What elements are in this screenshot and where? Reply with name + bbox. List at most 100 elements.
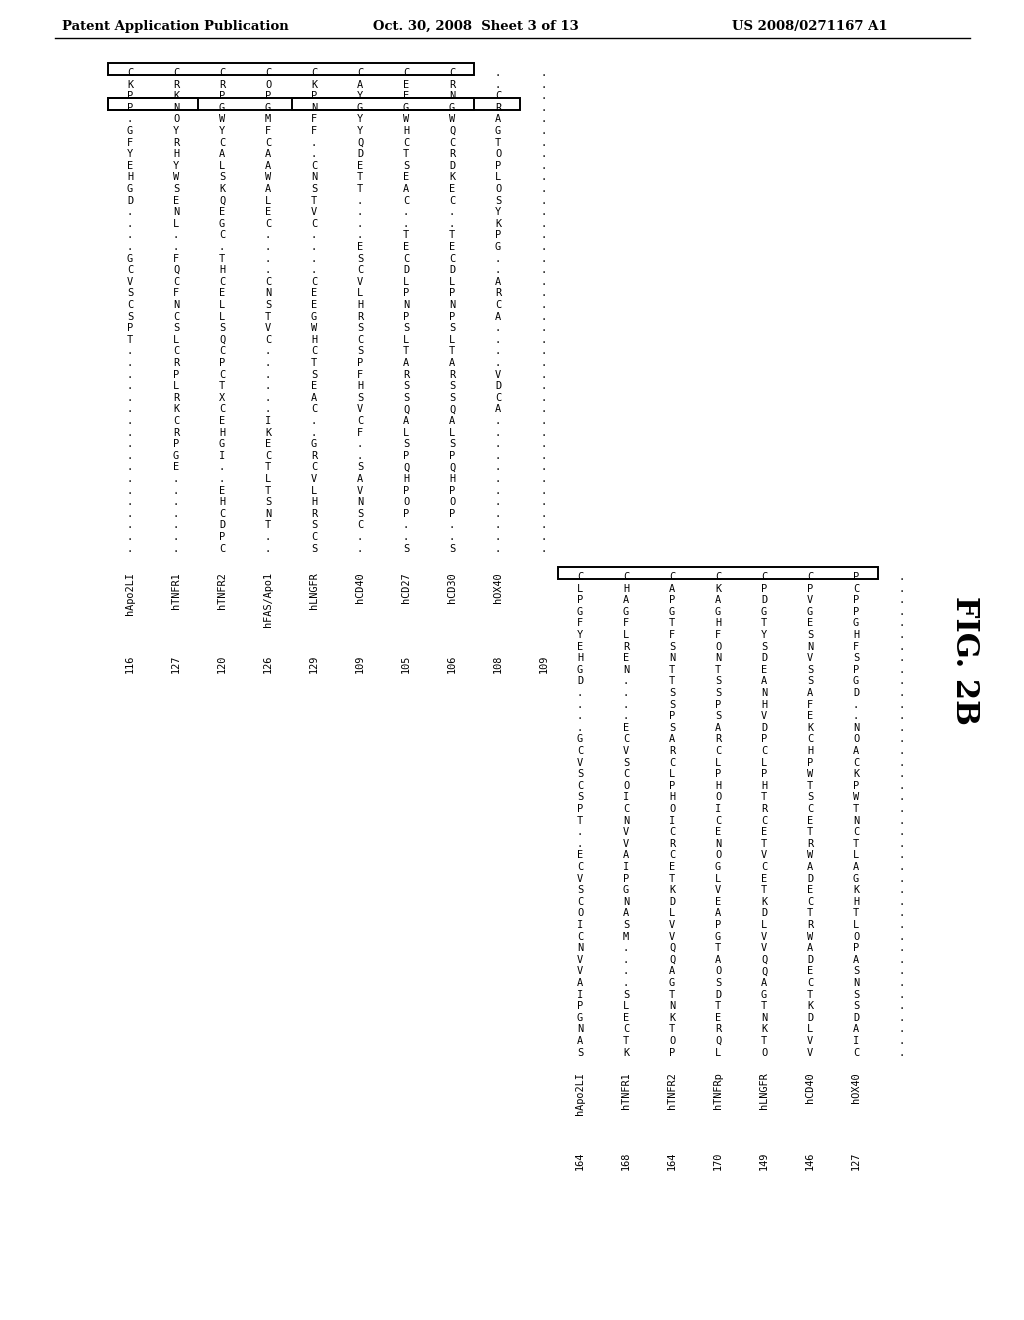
Text: P: P — [761, 770, 767, 779]
Text: .: . — [899, 734, 905, 744]
Text: A: A — [853, 1024, 859, 1035]
Text: T: T — [311, 195, 317, 206]
Text: N: N — [311, 173, 317, 182]
Text: N: N — [449, 91, 455, 102]
Text: C: C — [807, 804, 813, 814]
Text: C: C — [402, 69, 409, 78]
Text: R: R — [807, 838, 813, 849]
Text: G: G — [577, 1012, 583, 1023]
Text: C: C — [311, 462, 317, 473]
Text: .: . — [495, 358, 501, 368]
Text: P: P — [577, 595, 583, 605]
Text: P: P — [449, 508, 455, 519]
Text: .: . — [623, 700, 629, 710]
Text: E: E — [265, 440, 271, 449]
Text: hTNFR1: hTNFR1 — [171, 572, 181, 609]
Text: .: . — [127, 346, 133, 356]
Text: .: . — [899, 816, 905, 825]
Text: .: . — [899, 850, 905, 861]
Text: .: . — [357, 219, 364, 228]
Text: C: C — [577, 896, 583, 907]
Text: .: . — [311, 253, 317, 264]
Text: N: N — [173, 300, 179, 310]
Text: G: G — [715, 607, 721, 616]
Text: .: . — [541, 79, 547, 90]
Text: C: C — [173, 416, 179, 426]
Text: W: W — [219, 115, 225, 124]
Text: D: D — [577, 676, 583, 686]
Text: C: C — [761, 572, 767, 582]
Text: F: F — [265, 125, 271, 136]
Text: .: . — [219, 462, 225, 473]
Text: A: A — [495, 277, 501, 286]
Text: K: K — [761, 1024, 767, 1035]
Text: G: G — [219, 103, 225, 112]
Text: F: F — [357, 370, 364, 380]
Bar — [292, 98, 474, 110]
Text: Q: Q — [357, 137, 364, 148]
Text: .: . — [623, 688, 629, 698]
Text: P: P — [853, 665, 859, 675]
Text: 105: 105 — [401, 655, 411, 673]
Text: S: S — [357, 508, 364, 519]
Text: R: R — [669, 746, 675, 756]
Text: C: C — [265, 69, 271, 78]
Text: S: S — [577, 770, 583, 779]
Text: C: C — [357, 520, 364, 531]
Text: N: N — [402, 300, 409, 310]
Text: Q: Q — [761, 954, 767, 965]
Text: C: C — [311, 69, 317, 78]
Text: E: E — [807, 618, 813, 628]
Text: A: A — [402, 416, 409, 426]
Text: C: C — [402, 195, 409, 206]
Text: L: L — [402, 277, 409, 286]
Text: H: H — [715, 781, 721, 791]
Text: A: A — [623, 850, 629, 861]
Text: T: T — [402, 346, 409, 356]
Text: .: . — [127, 207, 133, 218]
Text: .: . — [541, 231, 547, 240]
Text: .: . — [623, 711, 629, 721]
Text: R: R — [495, 103, 501, 112]
Text: .: . — [899, 896, 905, 907]
Text: .: . — [173, 520, 179, 531]
Text: 164: 164 — [667, 1152, 677, 1171]
Text: N: N — [715, 838, 721, 849]
Text: .: . — [357, 440, 364, 449]
Text: .: . — [173, 544, 179, 553]
Text: S: S — [402, 161, 409, 170]
Text: P: P — [449, 451, 455, 461]
Text: C: C — [853, 828, 859, 837]
Text: Y: Y — [495, 207, 501, 218]
Text: F: F — [311, 125, 317, 136]
Text: S: S — [357, 462, 364, 473]
Text: V: V — [127, 277, 133, 286]
Text: .: . — [311, 428, 317, 438]
Text: .: . — [127, 462, 133, 473]
Text: A: A — [402, 183, 409, 194]
Text: R: R — [173, 358, 179, 368]
Text: .: . — [899, 828, 905, 837]
Text: L: L — [449, 335, 455, 345]
Text: E: E — [623, 723, 629, 733]
Text: C: C — [623, 1024, 629, 1035]
Text: W: W — [311, 323, 317, 333]
Text: O: O — [495, 183, 501, 194]
Text: 108: 108 — [493, 655, 503, 673]
Text: .: . — [541, 544, 547, 553]
Text: S: S — [577, 1048, 583, 1057]
Text: C: C — [761, 862, 767, 873]
Text: C: C — [219, 404, 225, 414]
Text: .: . — [541, 277, 547, 286]
Text: S: S — [669, 700, 675, 710]
Text: I: I — [669, 816, 675, 825]
Text: .: . — [541, 370, 547, 380]
Text: S: S — [853, 966, 859, 977]
Text: .: . — [541, 300, 547, 310]
Text: T: T — [669, 618, 675, 628]
Text: W: W — [265, 173, 271, 182]
Text: P: P — [577, 804, 583, 814]
Text: H: H — [715, 618, 721, 628]
Text: .: . — [899, 572, 905, 582]
Text: .: . — [541, 265, 547, 275]
